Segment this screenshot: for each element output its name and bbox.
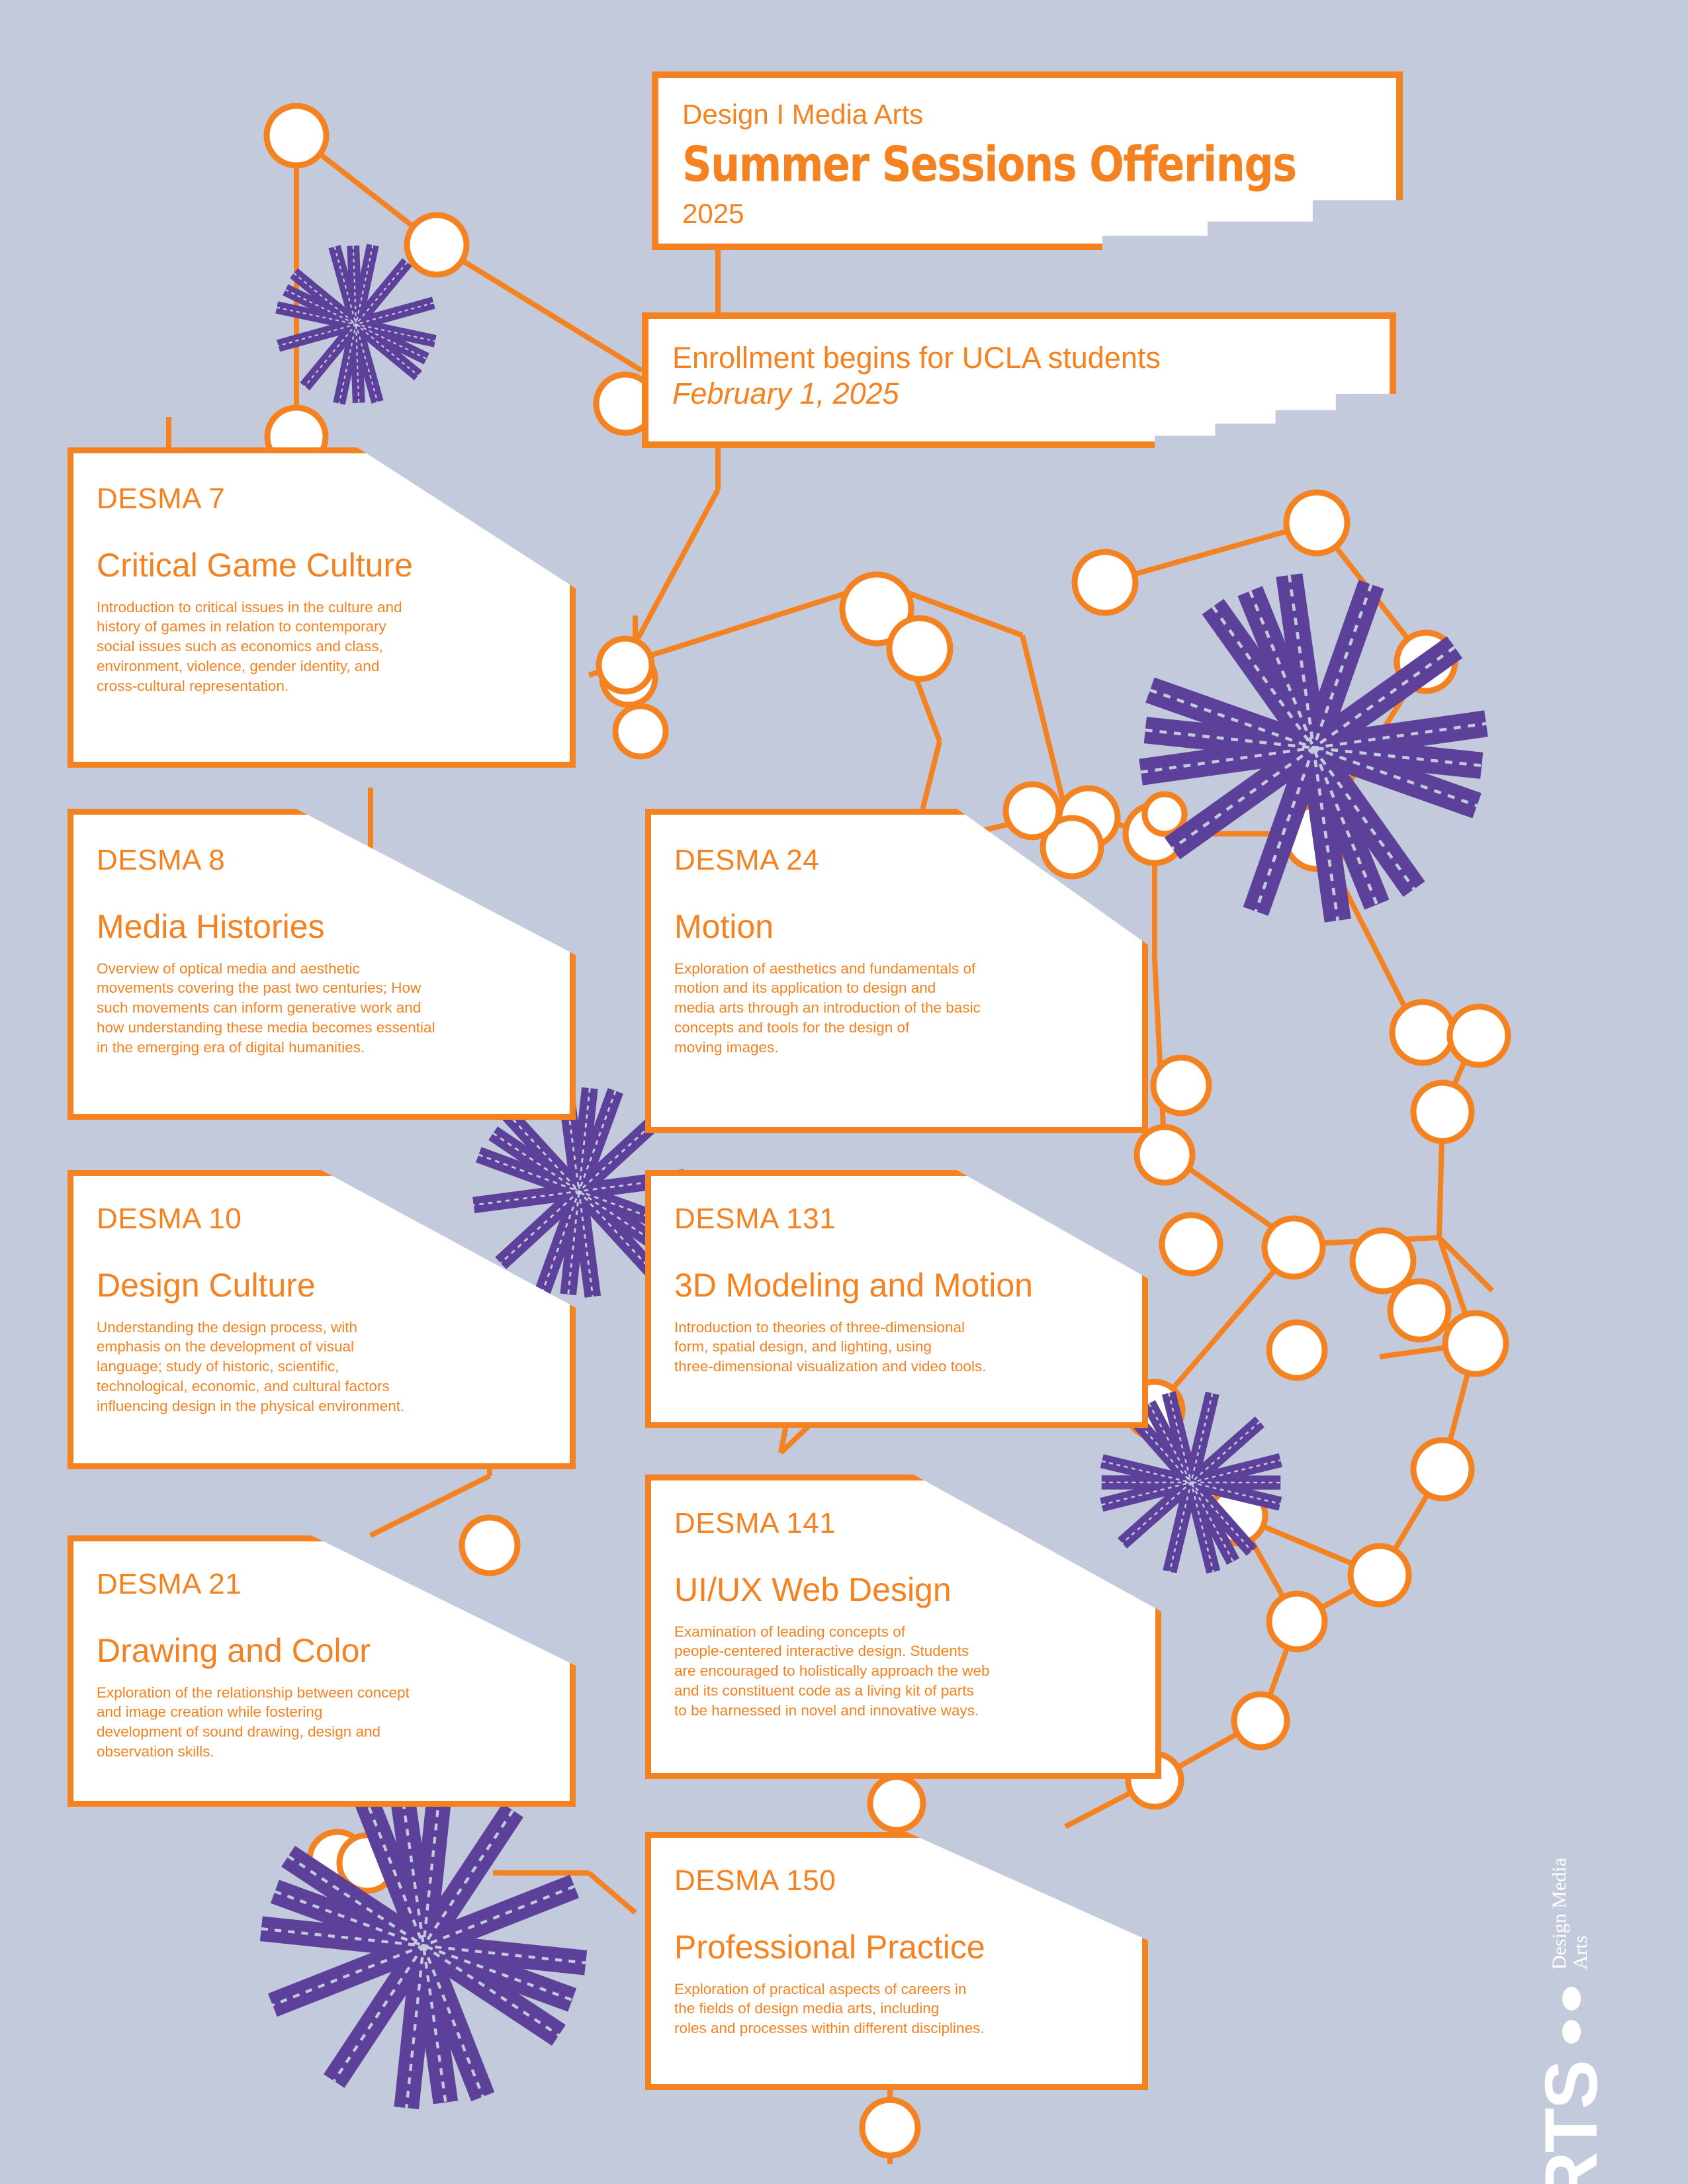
- course-title: Professional Practice: [674, 1929, 985, 1966]
- poster-header-card: Design I Media Arts Summer Sessions Offe…: [652, 71, 1403, 250]
- course-description: Introduction to theories of three-dimens…: [674, 1318, 987, 1375]
- header-title: Summer Sessions Offerings: [682, 135, 1297, 193]
- course-number: DESMA 8: [97, 844, 226, 876]
- course-description: Overview of optical media and aesthetic …: [97, 960, 435, 1056]
- course-title: Critical Game Culture: [97, 547, 413, 584]
- course-description: Introduction to critical issues in the c…: [97, 598, 402, 695]
- course-description: Examination of leading concepts of peopl…: [674, 1623, 990, 1719]
- header-eyebrow: Design I Media Arts: [682, 99, 924, 130]
- course-title: Design Culture: [97, 1267, 316, 1304]
- course-description: Exploration of practical aspects of care…: [674, 1980, 985, 2037]
- header-year: 2025: [682, 198, 744, 229]
- course-description: Exploration of aesthetics and fundamenta…: [674, 960, 981, 1056]
- course-title: Motion: [674, 908, 774, 945]
- enrollment-line-2: February 1, 2025: [672, 376, 899, 410]
- course-title: Media Histories: [97, 908, 325, 945]
- course-number: DESMA 141: [674, 1507, 836, 1539]
- course-title: Drawing and Color: [97, 1632, 371, 1669]
- course-number: DESMA 24: [674, 844, 820, 876]
- course-number: DESMA 21: [97, 1568, 242, 1600]
- course-number: DESMA 150: [674, 1864, 836, 1897]
- course-number: DESMA 7: [97, 482, 226, 515]
- course-title: 3D Modeling and Motion: [674, 1267, 1033, 1304]
- enrollment-line-1: Enrollment begins for UCLA students: [672, 341, 1161, 375]
- course-number: DESMA 10: [97, 1203, 242, 1235]
- course-title: UI/UX Web Design: [674, 1571, 952, 1608]
- course-description: Understanding the design process, with e…: [97, 1318, 405, 1415]
- course-description: Exploration of the relationship between …: [97, 1684, 410, 1760]
